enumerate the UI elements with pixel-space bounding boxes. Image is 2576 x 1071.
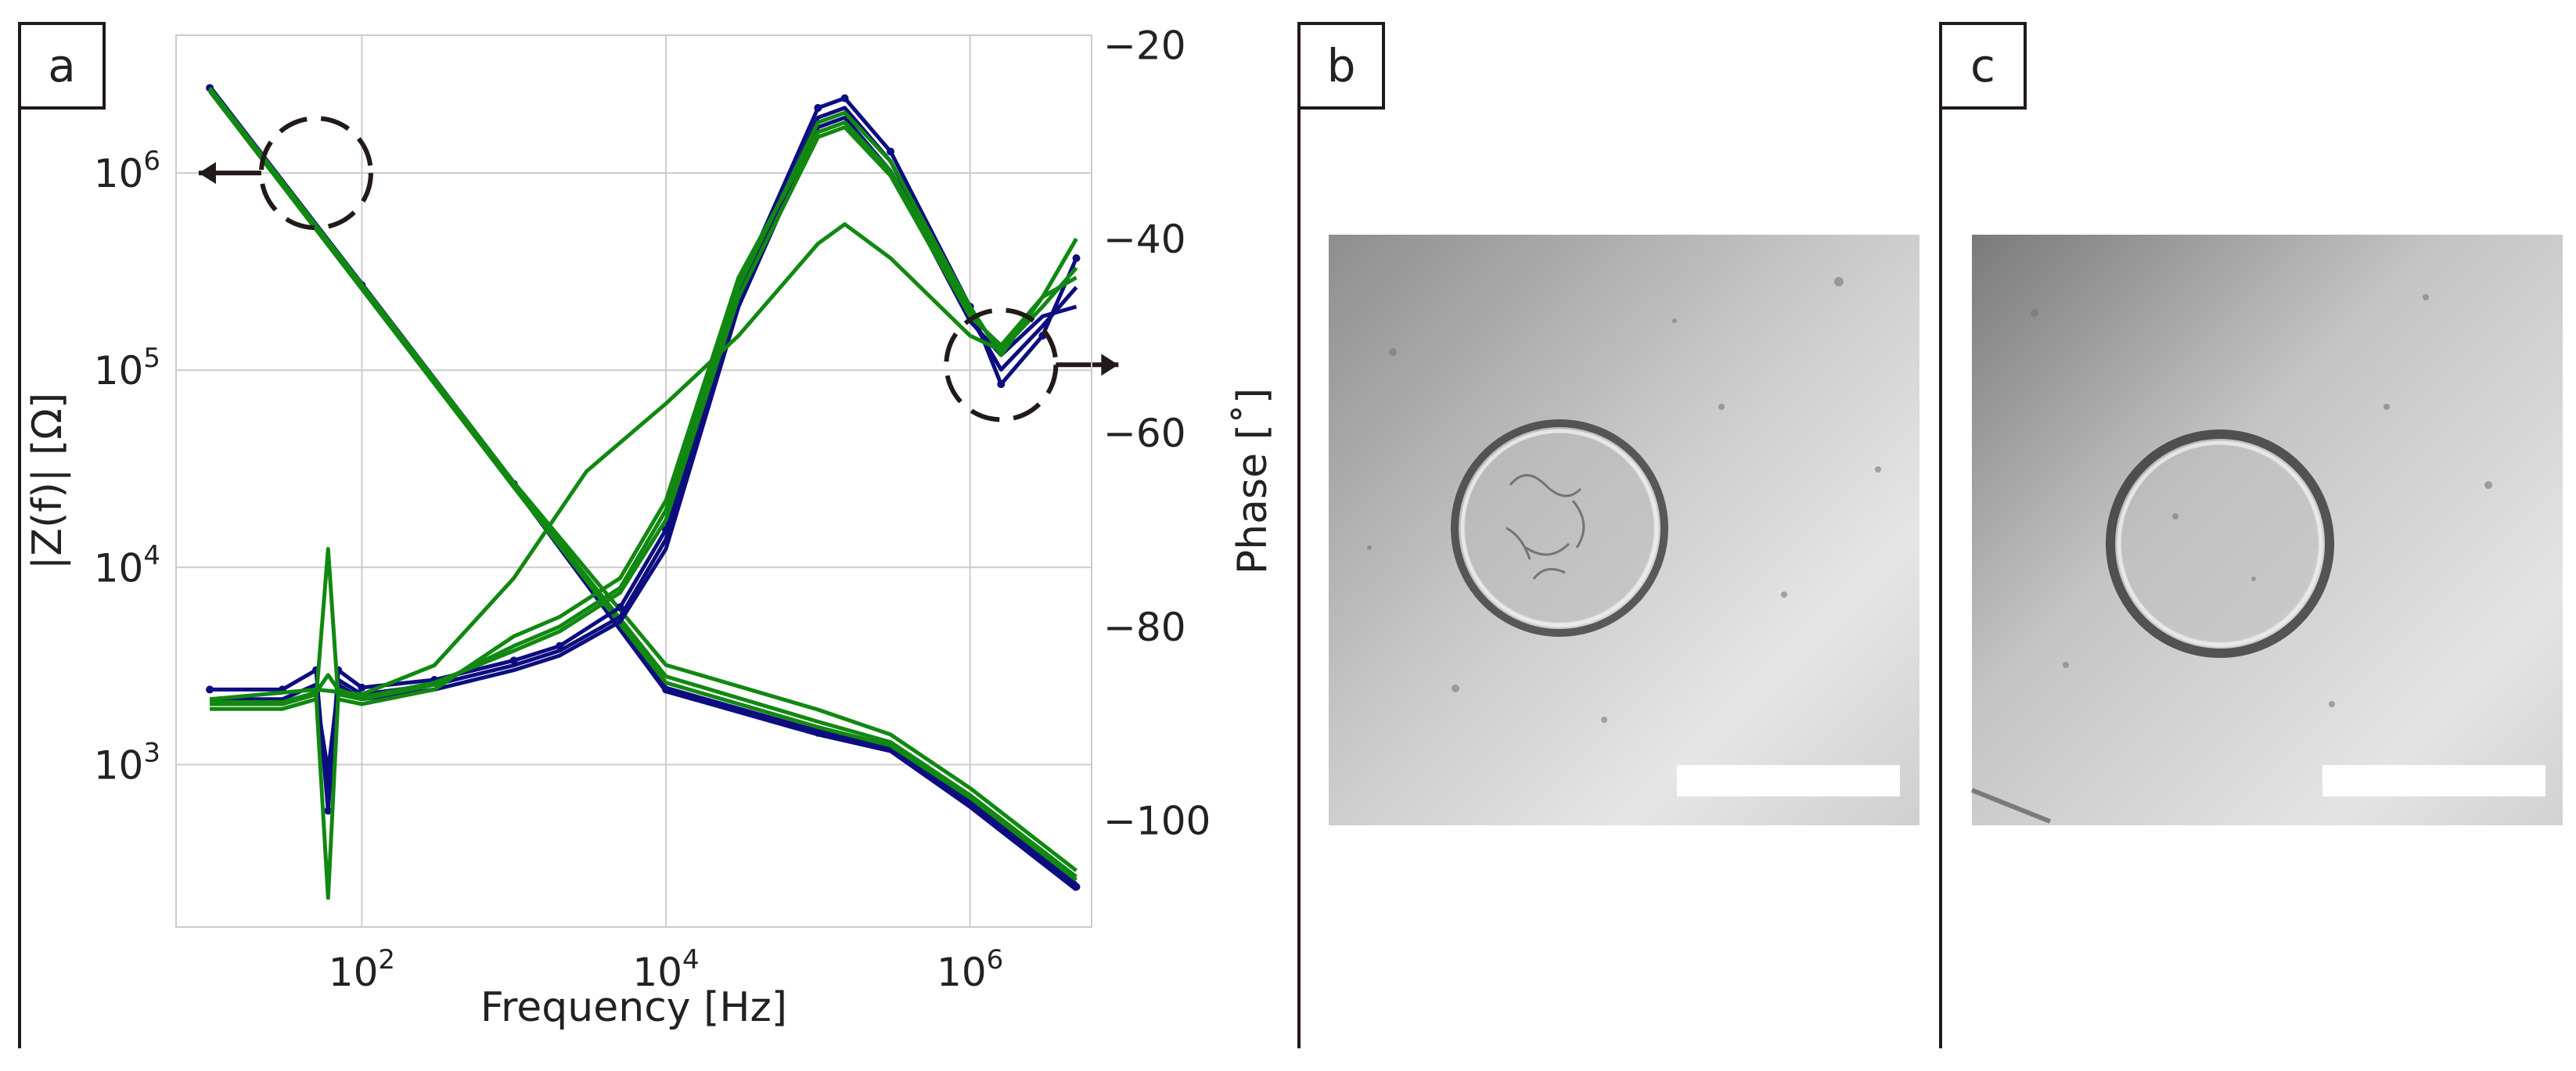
y-left-tick-label: 105 <box>94 343 160 394</box>
micrograph-c-edge-streak <box>1970 788 2052 824</box>
series-blue-phase-1-point <box>509 656 518 665</box>
micrograph-c-background <box>1972 235 2563 825</box>
scale-bar-c <box>2322 765 2545 796</box>
panel-b-label-box <box>1297 22 1385 110</box>
panel-a: a <box>18 22 106 1048</box>
series-blue-phase-1-point <box>840 94 849 102</box>
series-layer <box>206 84 1081 900</box>
scale-bar-b <box>1677 765 1900 796</box>
micrograph-b-cell-debris <box>1506 474 1585 580</box>
series-green-phase-4 <box>209 222 1078 702</box>
y-left-tick-label: 103 <box>94 737 160 788</box>
y-left-axis-label: |Z(f)| [Ω] <box>24 393 71 570</box>
phase-axis-marker-arrow-head <box>1101 354 1119 376</box>
panel-c-label-box <box>1939 22 2027 110</box>
x-tick-label: 102 <box>329 944 395 995</box>
micrograph-c <box>1970 235 2563 825</box>
magnitude-axis-marker-arrow-head <box>198 162 216 185</box>
x-axis-label: Frequency [Hz] <box>480 984 787 1031</box>
y-right-tick-labels: −20 −40 −60 −80 −100 <box>1103 23 1211 843</box>
micrograph-c-electrode-rim <box>2117 440 2323 647</box>
panel-c: c <box>1939 22 2563 1048</box>
y-right-tick-label: −80 <box>1103 605 1186 650</box>
y-right-tick-label: −20 <box>1103 23 1186 68</box>
panel-c-letter: c <box>1970 39 1995 92</box>
micrograph-b <box>1329 235 1919 825</box>
series-blue-1 <box>208 86 1078 889</box>
micrograph-b-electrode <box>1466 434 1653 622</box>
y-left-tick-label: 106 <box>94 146 160 196</box>
micrograph-c-electrode <box>2122 446 2318 642</box>
series-blue-phase-1-point <box>1072 254 1081 262</box>
series-blue-phase-1-point <box>887 147 895 156</box>
series-green-3 <box>208 90 1078 882</box>
micrograph-b-electrode-shadow <box>1451 419 1668 637</box>
series-blue-phase-1-point <box>206 685 214 694</box>
series-green-1 <box>208 88 1078 879</box>
micrograph-c-electrode-shadow <box>2106 429 2334 658</box>
y-right-tick-label: −40 <box>1103 217 1186 262</box>
x-tick-label: 106 <box>937 944 1003 995</box>
y-right-tick-label: −100 <box>1103 799 1211 844</box>
panel-a-label-box <box>18 22 106 110</box>
y-right-tick-label: −60 <box>1103 411 1186 456</box>
x-tick-label: 104 <box>632 944 699 995</box>
series-blue-phase-1-point <box>358 683 366 692</box>
y-right-axis-label: Phase [˚] <box>1229 388 1276 574</box>
series-blue-phase-1-point <box>814 103 822 112</box>
y-left-tick-label: 104 <box>94 540 160 591</box>
series-blue-phase-1 <box>210 96 1078 813</box>
micrograph-b-specks <box>1367 277 1881 723</box>
series-green-phase-1 <box>210 110 1078 900</box>
panel-b: b <box>1297 22 1919 1048</box>
magnitude-axis-marker-circle <box>258 116 373 231</box>
series-green-2 <box>208 86 1078 872</box>
series-green-phase-3 <box>210 125 1078 704</box>
y-left-tick-labels: 103 104 105 106 <box>94 146 160 788</box>
micrograph-b-electrode-rim <box>1460 429 1659 627</box>
series-green-phase-2 <box>210 120 1078 711</box>
series-blue-phase-1-point <box>997 380 1006 389</box>
annotation-layer <box>198 116 1119 422</box>
panel-b-letter: b <box>1327 39 1356 92</box>
micrograph-c-specks <box>2031 294 2492 707</box>
series-blue-phase-1-point <box>616 603 624 612</box>
x-tick-labels: 102 104 106 <box>329 944 1004 995</box>
plot-frame <box>175 34 1092 928</box>
series-blue-phase-1-point <box>324 807 333 815</box>
panel-a-letter: a <box>48 39 76 92</box>
